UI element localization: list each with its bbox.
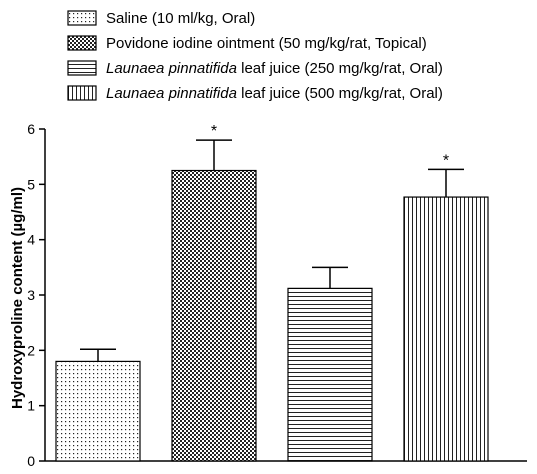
legend-label-4: Launaea pinnatifida leaf juice (500 mg/k…: [106, 85, 443, 102]
legend-label-1: Saline (10 ml/kg, Oral): [106, 10, 255, 27]
y-tick-label-2: 2: [27, 342, 35, 358]
significance-marker-2: *: [211, 123, 217, 140]
legend-swatch-3: [67, 60, 97, 76]
y-tick-label-4: 4: [27, 232, 35, 248]
bar-2: [171, 169, 257, 462]
y-tick-label-6: 6: [27, 121, 35, 137]
legend-label-2: Povidone iodine ointment (50 mg/kg/rat, …: [106, 35, 427, 52]
bar-3: [287, 287, 373, 462]
bar-1: [55, 360, 141, 462]
legend-swatch-2: [67, 35, 97, 51]
legend-swatch-4: [67, 85, 97, 101]
legend-label-3: Launaea pinnatifida leaf juice (250 mg/k…: [106, 60, 443, 77]
y-tick-label-0: 0: [27, 453, 35, 469]
y-axis-label: Hydroxyproline content (µg/ml): [9, 187, 26, 409]
y-tick-label-5: 5: [27, 176, 35, 192]
plot-area: 0 1 2 3 4 5 6 * *: [27, 121, 527, 469]
bar-4: [403, 196, 489, 462]
y-tick-label-1: 1: [27, 398, 35, 414]
significance-marker-4: *: [443, 152, 449, 169]
legend-swatch-1: [67, 10, 97, 26]
legend: Saline (10 ml/kg, Oral) Povidone iodine o…: [67, 10, 443, 102]
y-tick-label-3: 3: [27, 287, 35, 303]
